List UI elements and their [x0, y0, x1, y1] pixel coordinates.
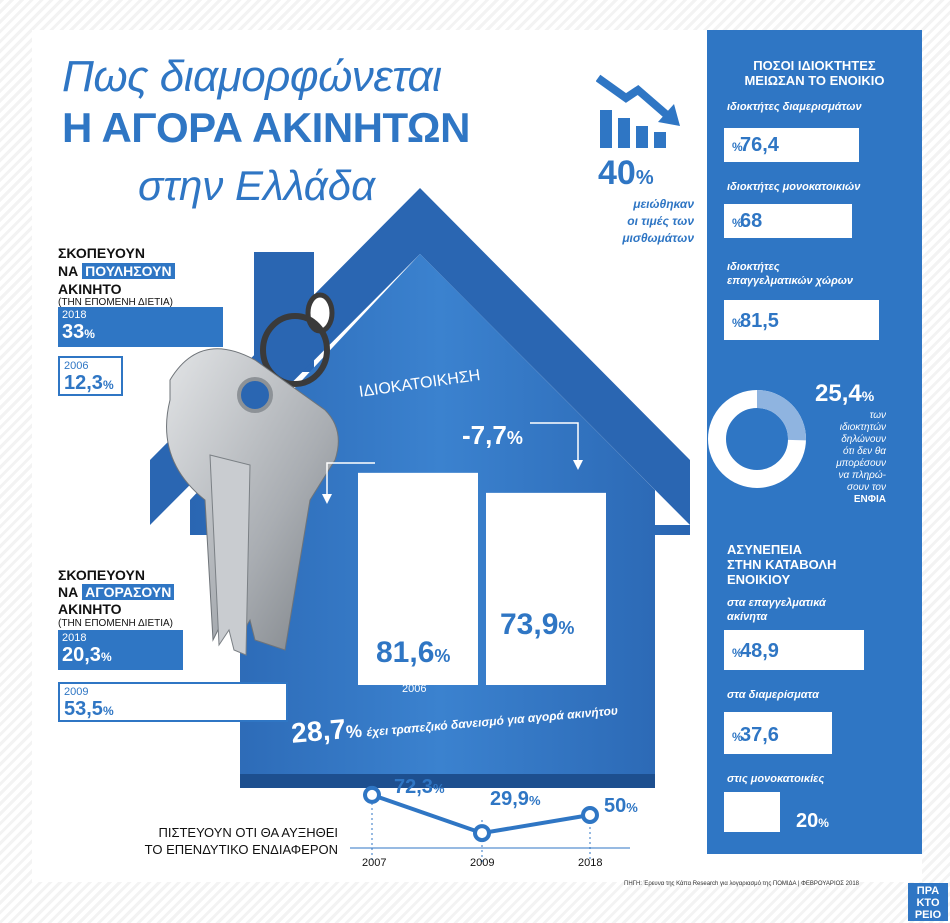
default-label-2: στα διαμερίσματα [727, 689, 819, 701]
title-line3: στην Ελλάδα [138, 162, 376, 209]
ownership-bar-2018 [486, 492, 606, 685]
ownership-change: -7,7% [462, 420, 523, 450]
rent-cut-label-3: ιδιοκτήτες επαγγελματικών χώρων [727, 261, 854, 287]
ownership-value-2006: 81,6% [376, 636, 451, 669]
house-illustration [150, 188, 690, 788]
sidebar-heading-rent: ΠΟΣΟΙ ΙΔΙΟΚΤΗΤΕΣ ΜΕΙΩΣΑΝ ΤΟ ΕΝΟΙΚΙΟ [744, 58, 885, 88]
rent-cut-label-2: ιδιοκτήτες μονοκατοικιών [727, 181, 861, 193]
sell-value-2006: 12,3% [64, 372, 114, 394]
ownership-year-2018: 2018 [534, 652, 559, 664]
investment-value-2009: 29,9% [490, 788, 541, 810]
sell-subheading: (ΤΗΝ ΕΠΟΜΕΝΗ ΔΙΕΤΙΑ) [58, 297, 174, 308]
default-box-1: 48,9% [724, 630, 864, 670]
chart-down-icon [596, 74, 680, 148]
buy-box-2018: 2018 20,3% [58, 630, 183, 670]
rent-cut-box-2: 68% [724, 204, 852, 238]
default-value-3: 20% [796, 810, 829, 832]
sell-year-2018: 2018 [62, 309, 87, 321]
sidebar-heading-default: ΑΣΥΝΕΠΕΙΑ ΣΤΗΝ ΚΑΤΑΒΟΛΗ ΕΝΟΙΚΙΟΥ [727, 542, 837, 587]
buy-box-2009: 2009 53,5% [58, 682, 288, 722]
rent-cut-box-3: 81,5% [724, 300, 879, 340]
investment-year-2009: 2009 [470, 857, 495, 869]
investment-line-chart [350, 785, 630, 862]
investment-value-2018: 50% [604, 795, 638, 817]
sell-value-2018: 33% [62, 321, 95, 343]
buy-year-2018: 2018 [62, 632, 87, 644]
buy-heading-3: ΑΚΙΝΗΤΟ [58, 601, 122, 617]
key-icon [166, 348, 339, 656]
enfia-donut [708, 390, 806, 488]
source-credit: ΠΗΓΗ: Έρευνα της Κάπα Research για λογαρ… [624, 881, 859, 887]
buy-subheading: (ΤΗΝ ΕΠΟΜΕΝΗ ΔΙΕΤΙΑ) [58, 618, 174, 629]
enfia-text: των ιδιοκτητών δηλώνουν ότι δεν θα μπορέσουν… [836, 410, 886, 505]
buy-value-2018: 20,3% [62, 644, 112, 666]
sell-heading-1: ΣΚΟΠΕΥΟΥΝ [58, 245, 145, 261]
sell-box-2018: 2018 33% [58, 307, 223, 347]
ownership-bar-2006 [358, 472, 478, 685]
default-box-2: 37,6% [724, 712, 832, 754]
ownership-year-2006: 2006 [402, 683, 427, 695]
default-box-3 [724, 792, 780, 832]
buy-year-2009: 2009 [64, 686, 89, 698]
sell-heading-2: ΝΑ ΠΟΥΛΗΣΟΥΝ [58, 262, 175, 280]
ownership-bars [358, 472, 606, 685]
rent-decline-value: 40% [598, 154, 654, 192]
buy-value-2009: 53,5% [64, 698, 114, 720]
investment-point-2018 [581, 806, 599, 824]
title-line1: Πως διαμορφώνεται [62, 52, 442, 101]
enfia-donut-segment [708, 390, 806, 488]
title-line2: Η ΑΓΟΡΑ ΑΚΙΝΗΤΩΝ [62, 104, 470, 151]
buy-heading-1: ΣΚΟΠΕΥΟΥΝ [58, 567, 145, 583]
sell-box-2006: 2006 12,3% [58, 356, 123, 396]
buy-highlight: ΑΓΟΡΑΣΟΥΝ [82, 584, 175, 600]
sell-highlight: ΠΟΥΛΗΣΟΥΝ [82, 263, 175, 279]
sell-year-2006: 2006 [64, 360, 89, 372]
investment-point-2009 [473, 824, 491, 843]
buy-heading-2: ΝΑ ΑΓΟΡΑΣΟΥΝ [58, 583, 175, 601]
sell-heading-3: ΑΚΙΝΗΤΟ [58, 281, 122, 297]
enfia-value: 25,4% [815, 380, 875, 407]
rent-cut-box-1: 76,4% [724, 128, 859, 162]
default-label-1: στα επαγγελματικά ακίνητα [727, 597, 826, 623]
default-label-3: στις μονοκατοικίες [727, 773, 825, 785]
rent-decline-text: μειώθηκαν οι τιμές των μισθωμάτων [622, 197, 694, 245]
investment-year-2018: 2018 [578, 857, 603, 869]
rent-cut-label-1: ιδιοκτήτες διαμερισμάτων [727, 101, 862, 113]
protoreio-logo: ΠΡΑ ΚΤΟ ΡΕΙΟ [908, 883, 948, 921]
investment-value-2007: 72,3% [394, 776, 445, 798]
investment-year-2007: 2007 [362, 857, 387, 869]
investment-point-2007 [363, 785, 381, 804]
investment-label: ΠΙΣΤΕΥΟΥΝ ΟΤΙ ΘΑ ΑΥΞΗΘΕΙ ΤΟ ΕΠΕΝΔΥΤΙΚΟ ΕΝ… [144, 825, 338, 857]
ownership-value-2018: 73,9% [500, 608, 575, 641]
